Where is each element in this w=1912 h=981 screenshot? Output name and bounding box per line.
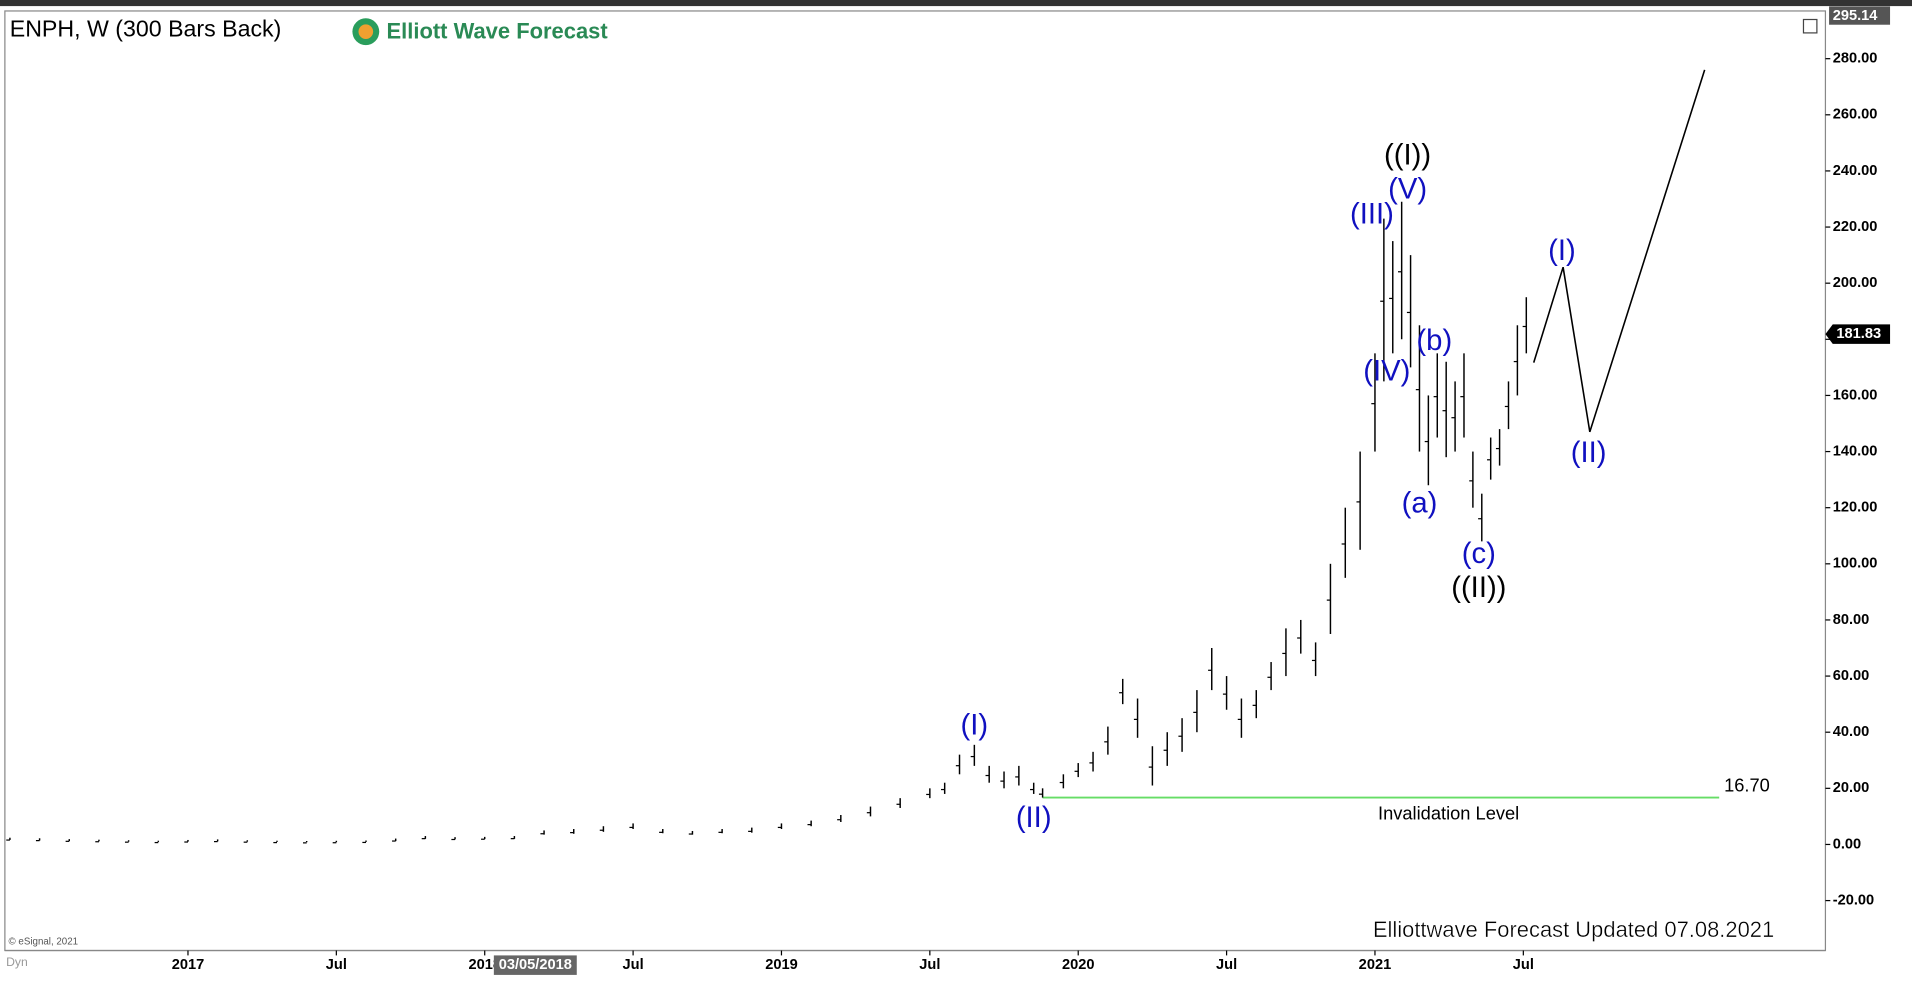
wave-label: (IV)	[1363, 356, 1410, 388]
window-icon	[1802, 18, 1818, 34]
x-tick-label: Jul	[623, 957, 644, 973]
y-tick-label: 20.00	[1833, 780, 1870, 796]
wave-label: ((I))	[1384, 140, 1431, 172]
logo-text: Elliott Wave Forecast	[387, 19, 609, 44]
top-bar	[0, 0, 1912, 7]
high-marker-box	[1829, 6, 1891, 25]
wave-label: (I)	[1548, 235, 1576, 267]
last-price-box	[1825, 324, 1891, 344]
wave-label: (I)	[961, 709, 989, 741]
projection-line	[1532, 69, 1706, 433]
logo: Elliott Wave Forecast	[352, 18, 609, 46]
y-tick-label: 140.00	[1833, 443, 1878, 459]
invalidation-text: Invalidation Level	[1378, 802, 1519, 823]
y-tick-label: -20.00	[1833, 892, 1874, 908]
y-tick-label: 260.00	[1833, 107, 1878, 123]
cursor-date: 03/05/2018	[499, 957, 572, 973]
y-tick-label: 200.00	[1833, 275, 1878, 291]
logo-icon-inner	[358, 24, 374, 39]
wave-label: ((II))	[1451, 572, 1506, 604]
y-tick-label: 100.00	[1833, 556, 1878, 572]
invalidation-value: 16.70	[1724, 774, 1770, 795]
y-tick-label: 240.00	[1833, 163, 1878, 179]
x-tick-label: Jul	[1216, 957, 1237, 973]
cursor-date-box	[493, 955, 577, 975]
x-tick-label: 2020	[1062, 957, 1095, 973]
wave-label: (III)	[1350, 199, 1394, 231]
wave-label: (II)	[1016, 802, 1052, 834]
y-tick-label: 120.00	[1833, 500, 1878, 516]
wave-label: (b)	[1416, 325, 1452, 357]
chart-title: ENPH, W (300 Bars Back)	[10, 16, 282, 42]
x-tick-label: 2019	[765, 957, 798, 973]
high-marker: 295.14	[1833, 8, 1879, 24]
y-tick-label: 220.00	[1833, 219, 1878, 235]
wave-label: (II)	[1571, 437, 1607, 469]
corner-label: Dyn	[6, 955, 28, 969]
footer: Elliottwave Forecast Updated 07.08.2021	[1373, 917, 1774, 942]
wave-label: (a)	[1402, 488, 1438, 520]
y-tick-label: 0.00	[1833, 836, 1861, 852]
y-tick-label: 80.00	[1833, 612, 1870, 628]
x-tick-label: Jul	[326, 957, 347, 973]
x-tick-label: 2018	[468, 957, 501, 973]
y-tick-label: 60.00	[1833, 668, 1870, 684]
y-tick-label: 40.00	[1833, 724, 1870, 740]
x-tick-label: 2017	[172, 957, 205, 973]
y-tick-label: 160.00	[1833, 387, 1878, 403]
wave-label: (c)	[1462, 538, 1496, 570]
last-price: 181.83	[1836, 326, 1881, 342]
credit: © eSignal, 2021	[9, 937, 79, 948]
x-tick-label: 2021	[1359, 957, 1392, 973]
wave-label: (V)	[1388, 173, 1427, 205]
y-tick-label: 280.00	[1833, 51, 1878, 67]
x-tick-label: Jul	[919, 957, 940, 973]
x-tick-label: Jul	[1513, 957, 1534, 973]
